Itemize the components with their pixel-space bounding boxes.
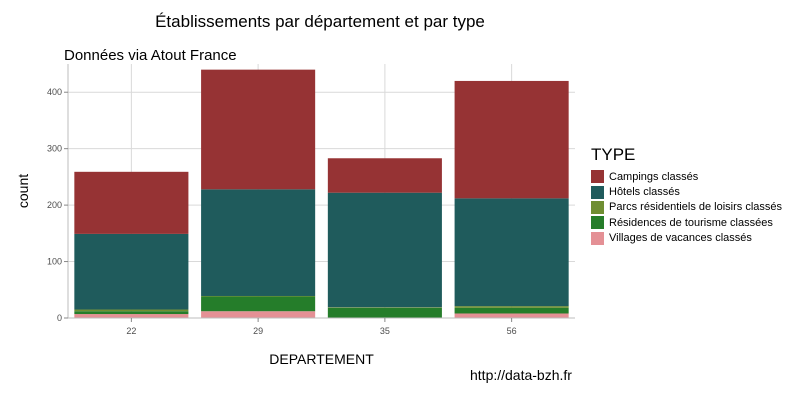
y-tick-label: 0 [57, 313, 62, 323]
legend-item: Campings classés [591, 169, 782, 184]
bar-segment [74, 314, 189, 318]
legend-item: Résidences de tourisme classées [591, 215, 782, 230]
bar-segment [327, 192, 442, 308]
legend: TYPE Campings classés Hôtels classés Parcs… [591, 145, 782, 246]
bar-segment [201, 189, 316, 296]
legend-label: Résidences de tourisme classées [609, 216, 773, 229]
x-axis-title: DEPARTEMENT [269, 351, 374, 367]
bar-segment [454, 313, 569, 318]
y-tick-label: 400 [47, 87, 62, 97]
source-credit: http://data-bzh.fr [470, 367, 572, 383]
x-tick-label: 22 [126, 326, 136, 336]
bar-segment [454, 307, 569, 314]
axes-layer: 0 100 200 300 400 22 29 35 56 DEPARTEMENT count [15, 64, 575, 367]
legend-swatch [591, 231, 604, 245]
legend-label: Parcs résidentiels de loisirs classés [609, 201, 783, 214]
legend-label: Campings classés [609, 170, 699, 183]
x-tick-label: 56 [507, 326, 517, 336]
bar-segment [201, 296, 316, 312]
legend-item: Villages de vacances classés [591, 231, 782, 246]
y-tick-label: 300 [47, 144, 62, 154]
bar-segment [201, 295, 316, 297]
legend-label: Hôtels classés [609, 186, 680, 199]
bar-segment [74, 309, 189, 312]
legend-swatch [591, 200, 604, 214]
x-tick-label: 29 [253, 326, 263, 336]
bar-segment [327, 158, 442, 193]
legend-title: TYPE [591, 145, 636, 164]
y-tick-label: 200 [47, 200, 62, 210]
bars-layer [74, 69, 569, 318]
bar-segment [454, 198, 569, 307]
legend-item: Hôtels classés [591, 184, 782, 199]
y-tick-label: 100 [47, 257, 62, 267]
bar-segment [454, 80, 569, 199]
bar-segment [201, 311, 316, 318]
bar-segment [327, 307, 442, 318]
chart-title: Établissements par département et par ty… [155, 12, 485, 31]
legend-swatch [591, 170, 604, 184]
legend-swatch [591, 216, 604, 230]
bar-segment [327, 307, 442, 308]
x-tick-label: 35 [380, 326, 390, 336]
legend-label: Villages de vacances classés [609, 232, 752, 245]
bar-segment [74, 311, 189, 315]
legend-swatch [591, 185, 604, 199]
y-axis-title: count [15, 174, 31, 208]
chart-subtitle: Données via Atout France [64, 47, 237, 64]
bar-segment [201, 69, 316, 190]
bar-segment [74, 233, 189, 310]
legend-items: Campings classés Hôtels classés Parcs rési… [591, 169, 782, 246]
legend-item: Parcs résidentiels de loisirs classés [591, 200, 782, 215]
bar-segment [454, 306, 569, 308]
bar-segment [74, 171, 189, 234]
